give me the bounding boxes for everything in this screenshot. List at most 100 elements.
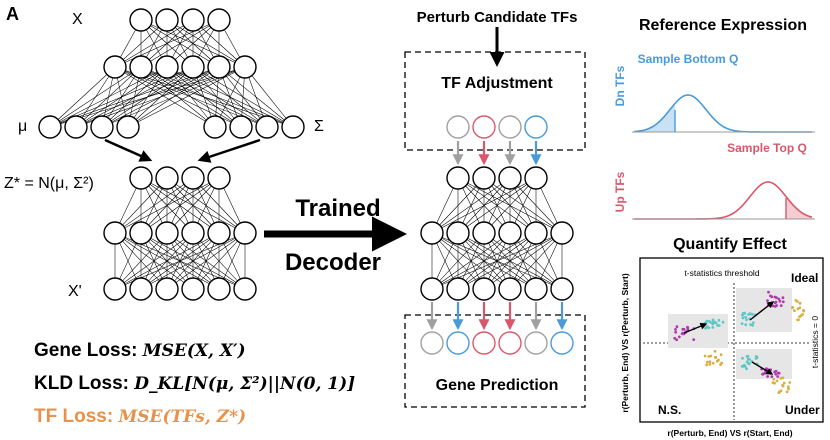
perturb-point [703, 354, 707, 358]
network-node [472, 331, 496, 355]
quantify-y-axis: r(Perturb, End) VS r(Perturb, Start) [620, 273, 630, 412]
network-node [472, 115, 496, 139]
network-edge [457, 232, 563, 290]
gene-prediction-box [404, 314, 586, 408]
network-edge [49, 66, 246, 128]
end-point [749, 323, 752, 326]
network-edge [114, 232, 220, 290]
perturb-point [705, 363, 708, 367]
kld-loss: KLD Loss: D_KL[N(μ, Σ²)||N(0, 1)] [34, 373, 355, 395]
network-node [155, 8, 179, 32]
input-label: X [72, 11, 83, 28]
kld-loss-formula: D_KL[N(μ, Σ²)||N(0, 1)] [134, 374, 356, 394]
perturb-point [779, 389, 783, 393]
network-node [550, 221, 574, 245]
network-node [129, 55, 153, 79]
network-node [155, 55, 179, 79]
perturb-point [781, 376, 785, 380]
start-point [779, 304, 783, 307]
end-point [741, 356, 744, 360]
network-node [498, 166, 522, 190]
end-point [716, 324, 719, 327]
end-point [744, 315, 748, 319]
network-node [472, 277, 496, 301]
quantify-x-axis: r(Perturb, End) VS r(Start, End) [667, 428, 792, 438]
perturb-point [713, 349, 717, 353]
start-point [781, 296, 785, 300]
shift-arrow [749, 301, 775, 321]
start-point [675, 338, 679, 342]
start-point [766, 375, 769, 378]
network-node [524, 115, 548, 139]
perturb-point [719, 353, 723, 357]
network-node [446, 221, 470, 245]
network-node [129, 277, 153, 301]
network-edge [49, 66, 116, 128]
network-node [129, 8, 153, 32]
end-point [751, 321, 755, 325]
gene-prediction-label: Gene Prediction [436, 377, 559, 394]
start-point [770, 375, 774, 378]
start-point [774, 369, 778, 373]
end-point [741, 316, 745, 320]
perturb-point [771, 381, 775, 384]
dn-axis-label: Dn TFs [613, 65, 627, 106]
start-point [674, 330, 678, 334]
up-sample-label: Sample Top Q [727, 141, 807, 155]
mu-arrow [104, 138, 153, 162]
perturb-point [715, 359, 719, 363]
start-point [764, 371, 767, 375]
start-point [776, 375, 780, 378]
end-point [714, 321, 718, 325]
shift-arrow [683, 322, 708, 334]
network-node [207, 166, 231, 190]
end-point [711, 322, 715, 325]
end-point [747, 313, 750, 316]
start-point [769, 368, 773, 372]
network-node [181, 221, 205, 245]
start-point [675, 325, 679, 329]
network-node [498, 331, 522, 355]
end-point [717, 318, 721, 322]
perturb-point [708, 363, 712, 366]
network-edge [431, 177, 485, 234]
mu-label: μ [18, 118, 27, 135]
network-node [103, 221, 127, 245]
network-node [524, 277, 548, 301]
start-point [769, 294, 772, 298]
network-node [233, 221, 257, 245]
start-point [777, 297, 781, 301]
start-point [692, 338, 696, 341]
quantify-scatter-groups [668, 288, 806, 394]
perturb-point [801, 313, 804, 316]
gene-loss-label: Gene Loss: [34, 340, 138, 361]
arrow-text-decoder: Decoder [285, 249, 381, 276]
network-edge [431, 177, 511, 234]
ns-label: N.S. [658, 403, 681, 417]
network-node [38, 115, 62, 139]
dn-sample-label: Sample Bottom Q [638, 52, 739, 66]
end-point [754, 355, 758, 358]
network-node [207, 277, 231, 301]
network-node [420, 221, 444, 245]
network-node [498, 115, 522, 139]
network-edge [140, 177, 220, 234]
network-edge [140, 66, 216, 128]
network-edge [114, 177, 220, 234]
network-edge [483, 177, 537, 234]
end-point [704, 326, 707, 330]
perturb-point [791, 306, 794, 310]
end-point [744, 323, 748, 326]
perturb-point [794, 299, 798, 302]
network-node [203, 115, 227, 139]
network-node [550, 277, 574, 301]
up-axis-label: Up TFs [613, 171, 627, 212]
end-point [741, 364, 745, 368]
end-point [707, 326, 711, 330]
gene-loss-formula: MSE(X, X′) [142, 341, 246, 361]
start-point [778, 299, 782, 303]
perturb-point [772, 377, 776, 381]
network-edge [192, 232, 246, 290]
perturb-point [775, 379, 779, 383]
network-node [64, 115, 88, 139]
